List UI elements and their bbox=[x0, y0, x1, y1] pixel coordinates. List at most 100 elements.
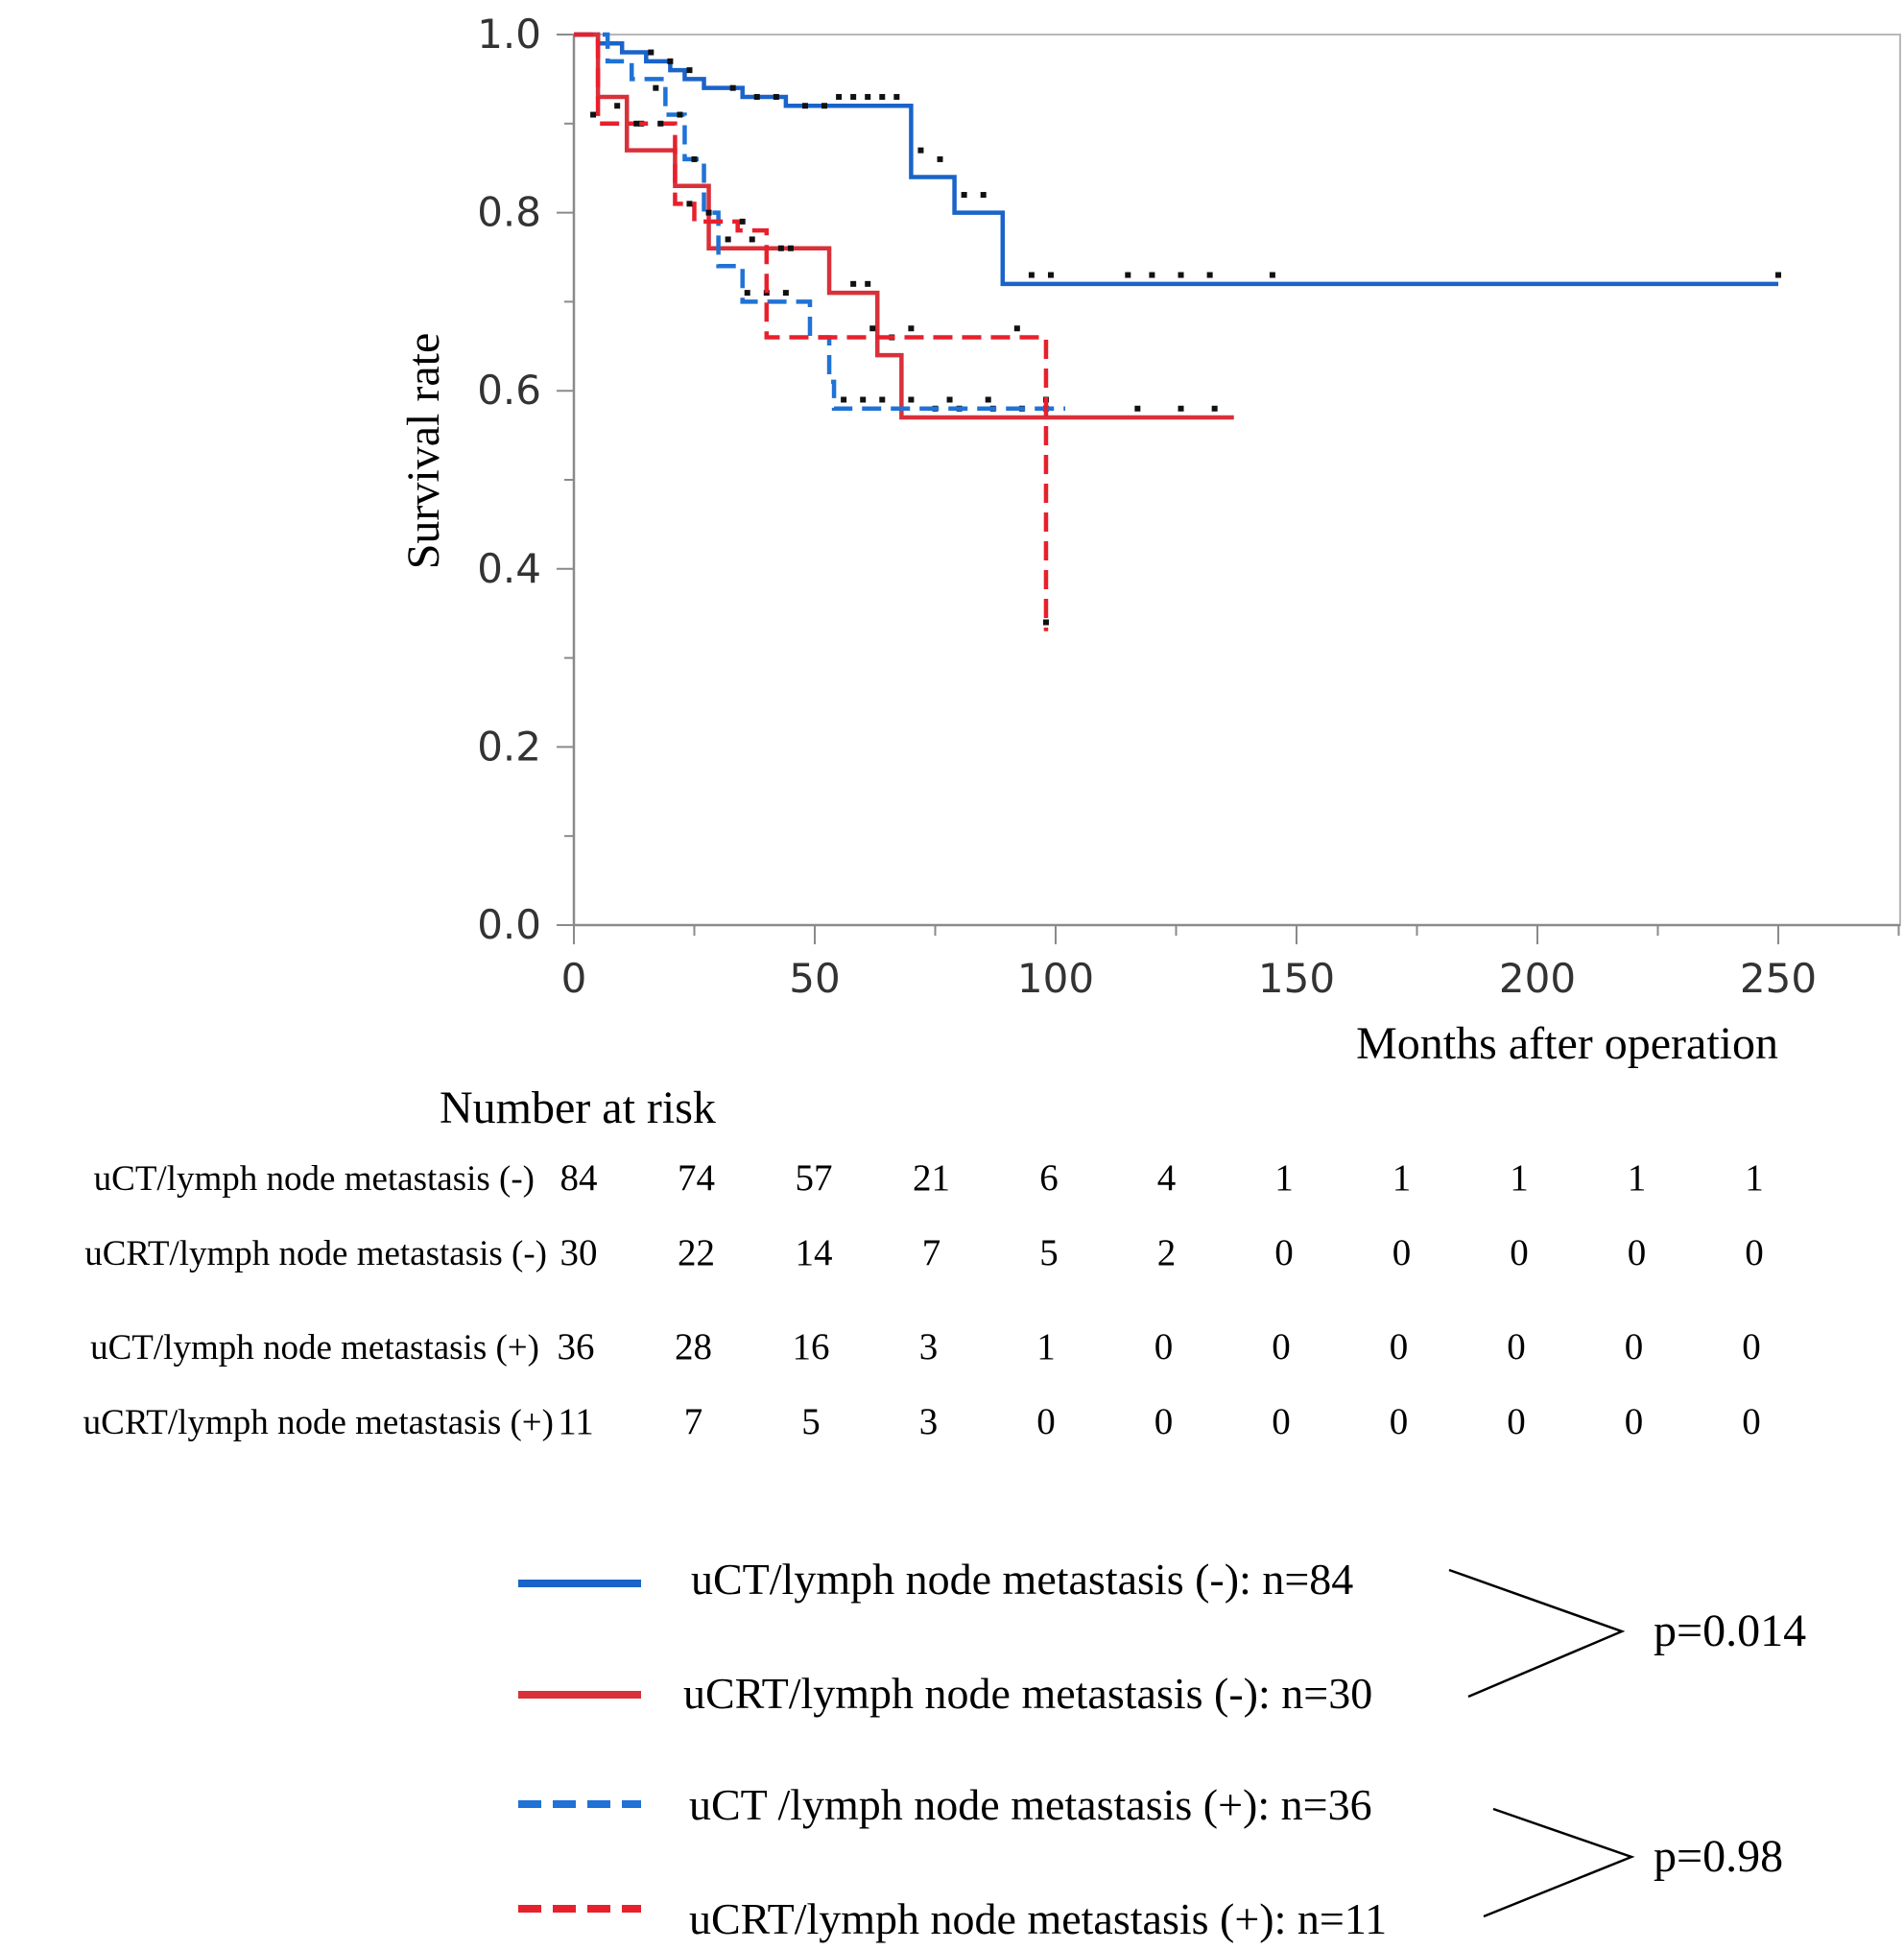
risk-row-uct-ln-pos: uCT/lymph node metastasis (+) 36 28 16 3 1 0 0 0… bbox=[90, 1326, 1761, 1367]
censor-mark bbox=[667, 58, 674, 64]
censor-mark bbox=[1178, 272, 1184, 278]
x-tick-label: 200 bbox=[1499, 955, 1576, 1002]
censor-mark bbox=[633, 120, 640, 127]
censor-mark bbox=[865, 93, 871, 100]
p-value-ln-pos: p=0.98 bbox=[1654, 1831, 1783, 1882]
y-tick-label: 0.6 bbox=[477, 367, 541, 414]
y-tick-label: 1.0 bbox=[477, 11, 541, 58]
axis-ticks bbox=[557, 34, 1900, 944]
censor-mark bbox=[893, 93, 900, 100]
censor-mark bbox=[1269, 272, 1275, 278]
censor-mark bbox=[836, 93, 843, 100]
censor-mark bbox=[850, 93, 857, 100]
censor-mark bbox=[653, 84, 659, 91]
risk-cell: 3 bbox=[919, 1326, 939, 1367]
censor-mark bbox=[937, 155, 943, 162]
risk-cell: 0 bbox=[1628, 1232, 1647, 1273]
risk-cell: 11 bbox=[558, 1401, 594, 1442]
risk-cell: 1 bbox=[1745, 1157, 1764, 1199]
curve-uct-ln-pos bbox=[574, 32, 1066, 412]
p-value-ln-neg: p=0.014 bbox=[1654, 1605, 1806, 1656]
censor-mark bbox=[1211, 405, 1218, 412]
risk-cell: 0 bbox=[1625, 1401, 1644, 1442]
risk-cell: 74 bbox=[678, 1157, 715, 1199]
censor-mark bbox=[879, 396, 886, 403]
censor-mark bbox=[1028, 272, 1035, 278]
censor-mark bbox=[725, 236, 731, 243]
censor-mark bbox=[850, 280, 857, 287]
censor-mark bbox=[590, 111, 597, 118]
curve-ucrt-ln-pos bbox=[574, 32, 1049, 631]
risk-row-ucrt-ln-pos: uCRT/lymph node metastasis (+) 11 7 5 3 0 0 0 0 0… bbox=[83, 1401, 1761, 1442]
risk-cell: 21 bbox=[913, 1157, 950, 1199]
risk-table-title: Number at risk bbox=[440, 1082, 716, 1133]
censor-mark bbox=[1206, 272, 1213, 278]
risk-cell: 0 bbox=[1154, 1401, 1174, 1442]
censor-mark bbox=[821, 103, 828, 109]
censor-mark bbox=[908, 396, 915, 403]
risk-cell: 0 bbox=[1625, 1326, 1644, 1367]
x-tick-label: 100 bbox=[1017, 955, 1094, 1002]
risk-cell: 1 bbox=[1628, 1157, 1647, 1199]
censor-mark bbox=[686, 67, 693, 74]
risk-cell: 6 bbox=[1039, 1157, 1059, 1199]
censor-mark bbox=[1134, 405, 1141, 412]
censor-mark bbox=[860, 396, 867, 403]
censor-mark bbox=[744, 290, 750, 297]
risk-cell: 0 bbox=[1390, 1326, 1409, 1367]
censor-mark bbox=[614, 103, 621, 109]
risk-cell: 16 bbox=[793, 1326, 830, 1367]
risk-cell: 0 bbox=[1507, 1401, 1526, 1442]
risk-cell: 2 bbox=[1157, 1232, 1177, 1273]
censor-mark bbox=[1047, 272, 1054, 278]
risk-cell: 1 bbox=[1274, 1157, 1294, 1199]
legend-label-uct-ln-pos: uCT /lymph node metastasis (+): n=36 bbox=[689, 1780, 1372, 1829]
censor-mark bbox=[657, 120, 664, 127]
censor-mark bbox=[1149, 272, 1155, 278]
curve-uct-ln-neg-line bbox=[574, 32, 1778, 287]
censor-mark bbox=[648, 49, 654, 56]
risk-row-ucrt-ln-neg: uCRT/lymph node metastasis (-) 30 22 14 7 5 2 0… bbox=[84, 1232, 1764, 1273]
curve-ucrt-ln-neg-line bbox=[574, 32, 1234, 420]
censor-mark bbox=[739, 218, 746, 225]
legend: uCT/lymph node metastasis (-): n=84 uCRT… bbox=[518, 1555, 1806, 1943]
censor-mark bbox=[869, 325, 876, 332]
y-axis-title: Survival rate bbox=[398, 333, 449, 570]
axis-tick-labels: 0.0 0.2 0.4 0.6 0.8 1.0 0 50 100 150 200 250 bbox=[477, 11, 1817, 1002]
comparison-bracket-ln-pos bbox=[1483, 1807, 1635, 1918]
risk-cell: 0 bbox=[1036, 1401, 1056, 1442]
risk-cell: 0 bbox=[1272, 1401, 1291, 1442]
censor-mark bbox=[841, 396, 847, 403]
censor-mark bbox=[787, 245, 794, 251]
curve-uct-ln-neg bbox=[574, 32, 1781, 287]
risk-cell: 1 bbox=[1036, 1326, 1056, 1367]
risk-cell: 0 bbox=[1507, 1326, 1526, 1367]
y-tick-label: 0.8 bbox=[477, 189, 541, 236]
censor-mark bbox=[782, 290, 789, 297]
legend-label-uct-ln-neg: uCT/lymph node metastasis (-): n=84 bbox=[691, 1555, 1353, 1604]
plot-frame bbox=[572, 34, 1901, 927]
curve-ucrt-ln-pos-line bbox=[574, 32, 1049, 631]
x-tick-label: 50 bbox=[789, 955, 840, 1002]
censor-mark bbox=[908, 325, 915, 332]
censor-mark bbox=[961, 192, 967, 199]
risk-cell: 7 bbox=[922, 1232, 941, 1273]
y-tick-label: 0.0 bbox=[477, 901, 541, 948]
risk-table: uCT/lymph node metastasis (-) 84 74 57 21 6 4 1… bbox=[83, 1157, 1764, 1442]
risk-cell: 1 bbox=[1392, 1157, 1412, 1199]
risk-cell: 0 bbox=[1392, 1232, 1412, 1273]
censor-mark bbox=[879, 93, 886, 100]
x-tick-label: 0 bbox=[561, 955, 587, 1002]
risk-cell: 0 bbox=[1742, 1401, 1761, 1442]
risk-cell: 0 bbox=[1742, 1326, 1761, 1367]
risk-cell: 0 bbox=[1272, 1326, 1291, 1367]
censor-mark bbox=[705, 209, 712, 216]
censor-mark bbox=[1178, 405, 1184, 412]
censor-mark bbox=[729, 84, 736, 91]
censor-mark bbox=[677, 111, 683, 118]
legend-label-ucrt-ln-pos: uCRT/lymph node metastasis (+): n=11 bbox=[689, 1894, 1387, 1943]
risk-cell: 0 bbox=[1154, 1326, 1174, 1367]
x-tick-label: 250 bbox=[1740, 955, 1817, 1002]
censor-mark bbox=[980, 192, 987, 199]
